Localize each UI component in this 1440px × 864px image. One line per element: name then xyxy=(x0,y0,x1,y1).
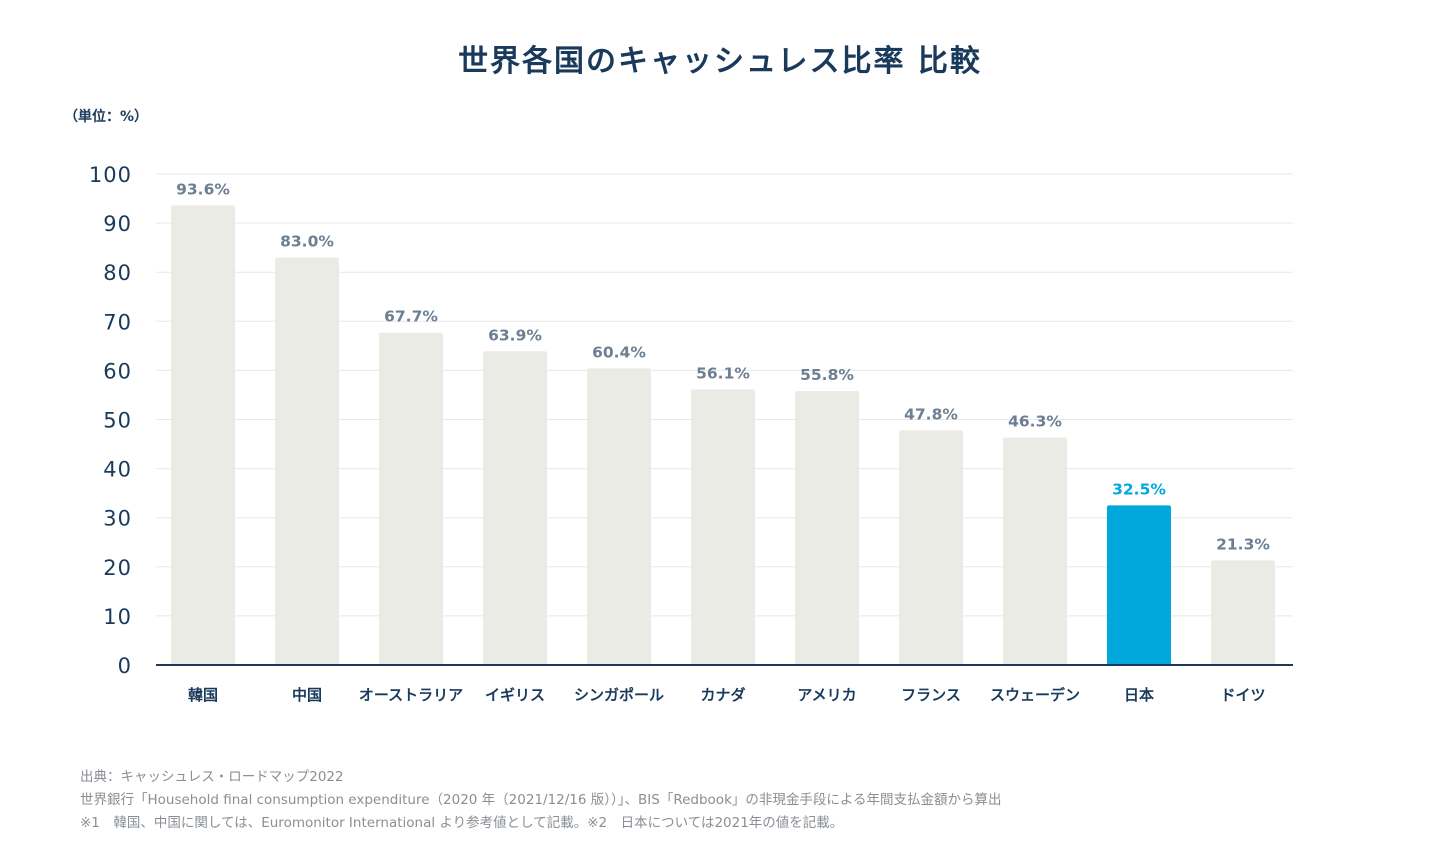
y-axis-ticks: 0 10 20 30 40 50 60 70 80 90 100 xyxy=(89,163,132,678)
y-tick-label: 40 xyxy=(103,458,132,482)
bar xyxy=(1211,560,1275,665)
x-tick-label: 韓国 xyxy=(188,686,218,704)
bar xyxy=(171,205,235,665)
bar xyxy=(691,389,755,665)
y-tick-label: 90 xyxy=(103,212,132,236)
bar xyxy=(483,351,547,665)
y-tick-label: 20 xyxy=(103,556,132,580)
bar-chart: 93.6% 83.0% 67.7% 63.9% 60.4% 56.1% 55.8% 47.8%… xyxy=(89,163,1293,704)
bar xyxy=(275,257,339,665)
data-label: 60.4% xyxy=(592,343,646,361)
bar xyxy=(899,430,963,665)
x-tick-label: 日本 xyxy=(1124,686,1154,704)
source-notes: 出典：キャッシュレス・ロードマップ2022 世界銀行「Household fin… xyxy=(80,766,1001,835)
bar xyxy=(379,332,443,665)
data-label: 32.5% xyxy=(1112,480,1166,498)
data-label: 46.3% xyxy=(1008,413,1062,431)
y-tick-label: 30 xyxy=(103,507,132,531)
source-note-3: ※1 韓国、中国に関しては、Euromonitor International … xyxy=(80,815,844,831)
y-tick-label: 70 xyxy=(103,310,132,334)
bar xyxy=(1107,505,1171,665)
bar xyxy=(795,391,859,665)
x-tick-label: ドイツ xyxy=(1220,686,1265,704)
x-tick-label: フランス xyxy=(901,686,961,704)
x-tick-label: カナダ xyxy=(700,686,745,704)
chart-title: 世界各国のキャッシュレス比率 比較 xyxy=(458,44,982,79)
x-tick-label: イギリス xyxy=(485,686,545,704)
bars xyxy=(171,205,1275,665)
x-tick-label: シンガポール xyxy=(574,686,664,704)
y-tick-label: 0 xyxy=(118,654,132,678)
source-note-2: 世界銀行「Household final consumption expendi… xyxy=(80,792,1002,808)
data-label: 63.9% xyxy=(488,326,542,344)
data-label: 21.3% xyxy=(1216,535,1270,553)
y-tick-label: 60 xyxy=(103,359,132,383)
bar xyxy=(1003,437,1067,665)
y-tick-label: 10 xyxy=(103,605,132,629)
unit-label: （単位：%） xyxy=(64,109,149,125)
data-label: 83.0% xyxy=(280,232,334,250)
data-label: 55.8% xyxy=(800,366,854,384)
x-tick-label: 中国 xyxy=(292,686,322,704)
data-label: 56.1% xyxy=(696,365,750,383)
data-label: 47.8% xyxy=(904,405,958,423)
y-tick-label: 100 xyxy=(89,163,132,187)
y-tick-label: 80 xyxy=(103,261,132,285)
x-tick-label: アメリカ xyxy=(797,686,856,704)
data-label: 67.7% xyxy=(384,308,438,326)
data-label: 93.6% xyxy=(176,180,230,198)
x-tick-label: スウェーデン xyxy=(990,686,1080,704)
source-note-1: 出典：キャッシュレス・ロードマップ2022 xyxy=(80,769,344,785)
bar xyxy=(587,368,651,665)
x-axis-labels: 韓国 中国 オーストラリア イギリス シンガポール カナダ アメリカ フランス スウェーデン 日本… xyxy=(188,686,1266,704)
x-tick-label: オーストラリア xyxy=(359,686,463,704)
value-labels: 93.6% 83.0% 67.7% 63.9% 60.4% 56.1% 55.8% 47.8%… xyxy=(176,180,1270,553)
y-tick-label: 50 xyxy=(103,409,132,433)
